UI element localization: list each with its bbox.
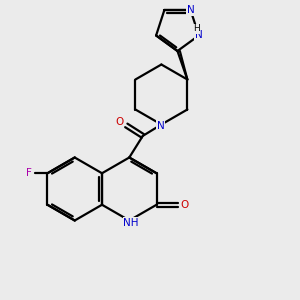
Text: N: N [157, 121, 165, 131]
Text: O: O [180, 200, 188, 210]
Text: O: O [116, 117, 124, 128]
Text: NH: NH [123, 218, 139, 228]
Text: N: N [187, 5, 194, 15]
Text: H: H [193, 24, 200, 33]
Text: F: F [26, 168, 32, 178]
Text: N: N [195, 31, 203, 40]
